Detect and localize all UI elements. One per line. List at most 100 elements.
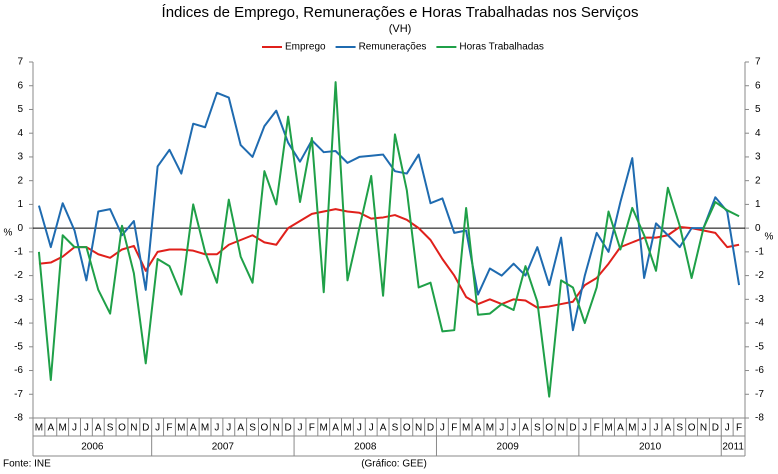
x-tick-label: A xyxy=(665,423,672,434)
x-tick-label: A xyxy=(47,423,54,434)
y2-tick-label: -8 xyxy=(755,413,764,424)
y-tick-label: -5 xyxy=(14,341,23,352)
x-tick-label: M xyxy=(320,423,328,434)
x-group-label: 2006 xyxy=(81,442,104,453)
y-tick-label: 3 xyxy=(17,152,23,163)
y2-tick-label: 0 xyxy=(755,223,761,234)
credit: (Gráfico: GEE) xyxy=(361,459,427,470)
x-tick-label: J xyxy=(642,423,647,434)
y2-tick-label: 5 xyxy=(755,104,761,115)
x-tick-label: O xyxy=(403,423,411,434)
x-tick-label: J xyxy=(725,423,730,434)
y2-tick-label: 6 xyxy=(755,80,761,91)
x-tick-label: J xyxy=(654,423,659,434)
x-tick-label: S xyxy=(676,423,683,434)
x-group-label: 2010 xyxy=(639,442,662,453)
x-tick-label: S xyxy=(534,423,541,434)
y-tick-label: -8 xyxy=(14,413,23,424)
y-tick-label: -6 xyxy=(14,365,23,376)
y-tick-label: -3 xyxy=(14,294,23,305)
x-tick-label: N xyxy=(273,423,280,434)
x-tick-label: S xyxy=(392,423,399,434)
x-tick-label: M xyxy=(486,423,494,434)
y-tick-label: 1 xyxy=(17,199,23,210)
y-tick-label: 4 xyxy=(17,128,23,139)
x-tick-label: J xyxy=(226,423,231,434)
x-tick-label: F xyxy=(451,423,457,434)
x-tick-label: O xyxy=(688,423,696,434)
x-tick-label: S xyxy=(249,423,256,434)
x-tick-label: A xyxy=(475,423,482,434)
y-tick-label: 2 xyxy=(17,175,23,186)
y2-tick-label: -6 xyxy=(755,365,764,376)
x-tick-label: J xyxy=(440,423,445,434)
y2-tick-label: -3 xyxy=(755,294,764,305)
y-axis-label: % xyxy=(4,228,13,239)
y-tick-label: -7 xyxy=(14,389,23,400)
x-tick-label: A xyxy=(617,423,624,434)
y2-tick-label: -7 xyxy=(755,389,764,400)
legend-label: Emprego xyxy=(285,42,326,53)
y2-axis-label: % xyxy=(765,232,774,243)
x-tick-label: M xyxy=(35,423,43,434)
x-tick-label: D xyxy=(285,423,292,434)
x-tick-label: J xyxy=(72,423,77,434)
x-tick-label: D xyxy=(712,423,719,434)
x-tick-label: O xyxy=(545,423,553,434)
y2-tick-label: -4 xyxy=(755,318,764,329)
x-tick-label: J xyxy=(298,423,303,434)
y2-tick-label: 3 xyxy=(755,152,761,163)
x-tick-label: M xyxy=(201,423,209,434)
x-tick-label: A xyxy=(522,423,529,434)
x-tick-label: J xyxy=(84,423,89,434)
y-tick-label: -4 xyxy=(14,318,23,329)
x-tick-label: N xyxy=(700,423,707,434)
x-tick-label: A xyxy=(237,423,244,434)
x-tick-label: A xyxy=(95,423,102,434)
y-tick-label: 0 xyxy=(17,223,23,234)
x-tick-label: M xyxy=(462,423,470,434)
y2-tick-label: -2 xyxy=(755,270,764,281)
x-tick-label: D xyxy=(427,423,434,434)
x-tick-label: F xyxy=(736,423,742,434)
x-tick-label: D xyxy=(142,423,149,434)
series-line xyxy=(37,91,741,332)
x-tick-label: J xyxy=(499,423,504,434)
legend-label: Remunerações xyxy=(359,42,427,53)
chart-subtitle: (VH) xyxy=(389,23,412,35)
x-tick-label: M xyxy=(58,423,66,434)
y2-tick-label: 7 xyxy=(755,57,761,68)
x-tick-label: N xyxy=(557,423,564,434)
x-tick-label: M xyxy=(604,423,612,434)
x-tick-label: J xyxy=(369,423,374,434)
x-tick-label: O xyxy=(118,423,126,434)
x-tick-label: M xyxy=(177,423,185,434)
x-tick-label: F xyxy=(594,423,600,434)
x-group-label: 2009 xyxy=(497,442,520,453)
y-tick-label: 7 xyxy=(17,57,23,68)
source: Fonte: INE xyxy=(3,459,51,470)
x-tick-label: J xyxy=(357,423,362,434)
x-tick-label: S xyxy=(107,423,114,434)
y2-tick-label: 2 xyxy=(755,175,761,186)
x-group-label: 2007 xyxy=(212,442,235,453)
x-tick-label: O xyxy=(261,423,269,434)
y2-tick-label: -1 xyxy=(755,247,764,258)
y-tick-label: -2 xyxy=(14,270,23,281)
series-line xyxy=(37,81,740,398)
x-tick-label: J xyxy=(582,423,587,434)
x-group-label: 2011 xyxy=(722,442,744,453)
x-tick-label: J xyxy=(155,423,160,434)
x-tick-label: M xyxy=(343,423,351,434)
y2-tick-label: 1 xyxy=(755,199,761,210)
x-tick-label: J xyxy=(511,423,516,434)
x-tick-label: A xyxy=(380,423,387,434)
x-tick-label: N xyxy=(415,423,422,434)
x-tick-label: J xyxy=(214,423,219,434)
y2-tick-label: 4 xyxy=(755,128,761,139)
y-tick-label: -1 xyxy=(14,247,23,258)
x-tick-label: D xyxy=(569,423,576,434)
chart-title: Índices de Emprego, Remunerações e Horas… xyxy=(162,4,639,21)
